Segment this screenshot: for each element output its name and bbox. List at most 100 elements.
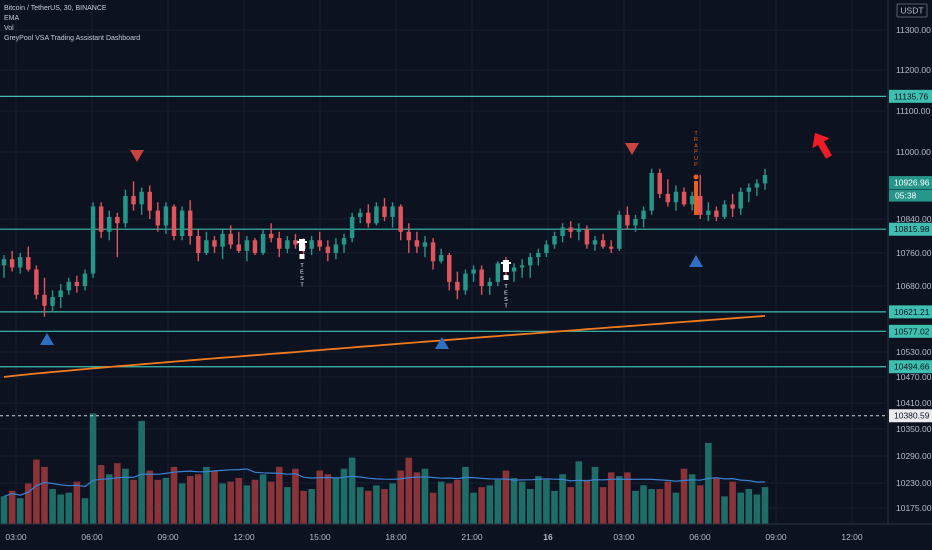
candle-body <box>196 236 201 253</box>
volume-bar <box>365 490 372 524</box>
volume-bar <box>203 466 210 524</box>
price-tick-label: 10350.00 <box>896 424 932 434</box>
time-tick-label: 09:00 <box>765 532 787 542</box>
candle-body <box>50 297 55 306</box>
volume-bar <box>316 470 324 524</box>
volume-bar <box>122 468 129 524</box>
candle <box>665 179 671 207</box>
ema-line <box>3 315 766 378</box>
candle-body <box>714 210 719 217</box>
candle-body <box>333 244 339 253</box>
signal-up-triangle <box>689 255 703 267</box>
price-tick-label: 10410.00 <box>896 398 932 408</box>
candle-body <box>34 269 39 295</box>
volume-bar <box>615 476 623 524</box>
candle <box>107 210 112 241</box>
candle <box>455 271 460 300</box>
candle-body <box>9 259 15 268</box>
volume-bar <box>680 468 688 524</box>
volume-bar <box>688 474 696 524</box>
candle <box>115 212 120 258</box>
candle-body <box>325 246 331 253</box>
candle-body <box>592 240 598 245</box>
candle <box>633 214 638 232</box>
candle <box>495 261 501 286</box>
candle-body <box>455 281 460 291</box>
test-annotation-bar <box>503 260 509 272</box>
volume-bar <box>753 494 761 524</box>
volume-bar <box>672 492 680 524</box>
candle-body <box>617 214 622 249</box>
legend-vol[interactable]: Vol <box>4 25 14 32</box>
candle <box>617 210 622 251</box>
volume-bar <box>761 487 769 524</box>
candle <box>390 202 395 228</box>
candle <box>325 240 331 262</box>
candle-body <box>268 233 274 239</box>
candle-body <box>544 244 549 253</box>
candle <box>50 290 55 313</box>
legend-ema[interactable]: EMA <box>4 15 20 22</box>
volume-bar <box>57 494 64 524</box>
candle <box>471 265 476 282</box>
candle <box>625 206 630 230</box>
candle <box>82 269 88 291</box>
volume-bar <box>73 481 81 524</box>
candle <box>746 183 752 203</box>
volume-bar <box>745 488 753 524</box>
candle-body <box>382 206 387 217</box>
candle-body <box>600 240 606 247</box>
candle-body <box>495 263 501 282</box>
candle <box>147 185 152 219</box>
candle <box>74 275 80 293</box>
candle <box>293 233 298 249</box>
candle <box>487 277 492 295</box>
volume-bar <box>494 479 502 524</box>
level-price-tag <box>889 305 932 319</box>
candle-body <box>131 195 136 205</box>
candle-body <box>163 206 169 226</box>
candle <box>163 202 169 234</box>
candle-body <box>349 216 355 239</box>
volume-bar <box>397 470 404 524</box>
volume-bar <box>470 492 477 524</box>
signal-up-triangle <box>435 337 449 349</box>
candle-body <box>82 273 88 286</box>
level-price-tag-text: 10494.66 <box>894 362 930 372</box>
candle-body <box>90 206 96 274</box>
legend-vsa-dashboard[interactable]: GreyPool VSA Trading Assistant Dashboard <box>4 35 141 42</box>
time-tick-label: 03:00 <box>5 532 27 542</box>
test-annotation-cap <box>501 262 511 264</box>
volume-bar <box>624 472 631 524</box>
currency-label: USDT <box>900 6 923 16</box>
candle <box>681 187 687 207</box>
candle-body <box>706 210 711 215</box>
volume-bar <box>219 483 226 524</box>
candle-body <box>430 242 436 262</box>
candle-body <box>552 236 557 245</box>
price-tick-label: 10680.00 <box>896 281 932 291</box>
candle-body <box>244 240 250 251</box>
candle-body <box>66 281 71 291</box>
candle-body <box>608 246 614 249</box>
candle-body <box>754 183 760 188</box>
candle-body <box>236 244 242 251</box>
volume-bar <box>284 487 291 524</box>
signal-up-triangle <box>40 333 54 345</box>
volume-bar <box>340 468 348 524</box>
price-tick-label: 10760.00 <box>896 248 932 258</box>
price-tick-label: 10470.00 <box>896 372 932 382</box>
volume-bar <box>737 492 745 524</box>
volume-bar <box>656 488 664 524</box>
candle <box>584 225 590 249</box>
candle-body <box>357 212 363 217</box>
candle-body <box>698 195 703 215</box>
candle <box>754 179 760 196</box>
candle-body <box>17 257 23 268</box>
candle <box>649 168 654 215</box>
candle-body <box>746 187 752 192</box>
candle <box>260 229 266 256</box>
candle-body <box>187 210 193 236</box>
time-tick-label: 21:00 <box>461 532 483 542</box>
